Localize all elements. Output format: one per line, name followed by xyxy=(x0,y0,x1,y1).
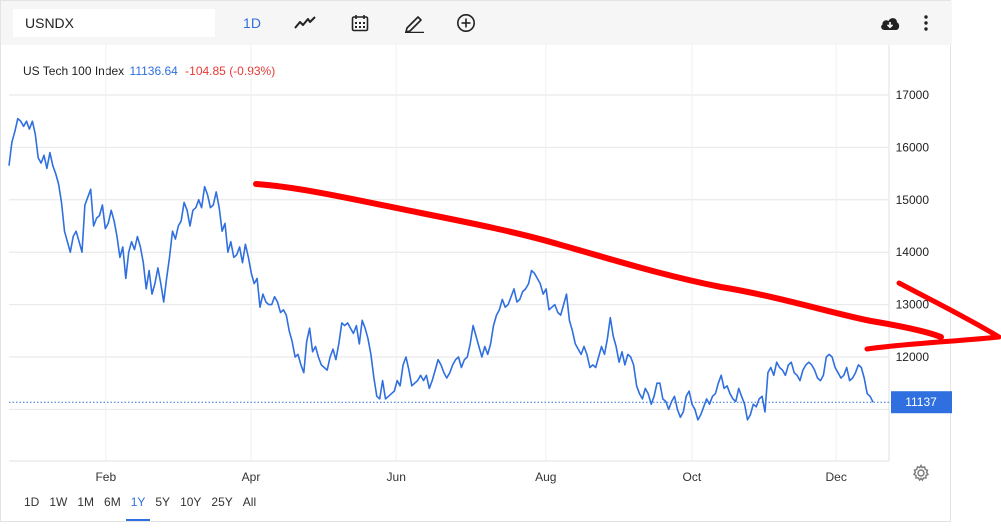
chart-toolbar: 1D xyxy=(1,1,952,45)
x-tick-label: Dec xyxy=(826,470,847,484)
y-tick-label: 13000 xyxy=(896,298,930,312)
calendar-icon[interactable] xyxy=(347,10,373,36)
y-tick-label: 15000 xyxy=(896,193,930,207)
range-selector: 1D 1W 1M 6M 1Y 5Y 10Y 25Y All xyxy=(19,493,261,521)
legend-name: US Tech 100 Index xyxy=(23,64,125,78)
x-tick-label: Apr xyxy=(242,470,261,484)
gear-icon[interactable] xyxy=(912,464,930,482)
x-tick-label: Oct xyxy=(683,470,702,484)
range-1d[interactable]: 1D xyxy=(24,495,40,509)
legend-change: -104.85 (-0.93%) xyxy=(185,64,276,78)
x-tick-label: Aug xyxy=(535,470,556,484)
line-chart-icon[interactable] xyxy=(292,10,318,36)
add-circle-icon[interactable] xyxy=(453,10,479,36)
symbol-input[interactable] xyxy=(13,9,215,37)
download-cloud-icon[interactable] xyxy=(877,10,903,36)
annotation-arrow xyxy=(864,280,1001,352)
range-1y[interactable]: 1Y xyxy=(125,493,151,521)
price-chart[interactable]: 12000 13000 14000 15000 16000 17000 Feb Apr Jun A… xyxy=(1,45,1001,523)
y-tick-label: 12000 xyxy=(896,350,930,364)
interval-button[interactable]: 1D xyxy=(243,15,261,31)
range-10y[interactable]: 10Y xyxy=(180,495,202,509)
chart-legend: US Tech 100 Index 11136.64 -104.85 (-0.9… xyxy=(23,64,275,78)
draw-pencil-icon[interactable] xyxy=(401,10,427,36)
range-5y[interactable]: 5Y xyxy=(155,495,171,509)
price-line xyxy=(8,117,874,421)
range-all[interactable]: All xyxy=(242,495,257,509)
range-25y[interactable]: 25Y xyxy=(211,495,233,509)
legend-price: 11136.64 xyxy=(129,64,178,78)
range-6m[interactable]: 6M xyxy=(104,495,121,509)
annotation-trend-line xyxy=(253,181,944,340)
more-vert-icon[interactable] xyxy=(919,10,933,36)
x-tick-label: Feb xyxy=(95,470,116,484)
y-tick-label: 14000 xyxy=(896,245,930,259)
range-1m[interactable]: 1M xyxy=(77,495,95,509)
x-tick-label: Jun xyxy=(387,470,406,484)
last-price-label: 11137 xyxy=(905,395,937,409)
last-price-tag xyxy=(891,391,952,414)
range-1w[interactable]: 1W xyxy=(49,495,68,509)
y-tick-label: 16000 xyxy=(896,140,930,154)
y-tick-label: 17000 xyxy=(896,88,930,102)
